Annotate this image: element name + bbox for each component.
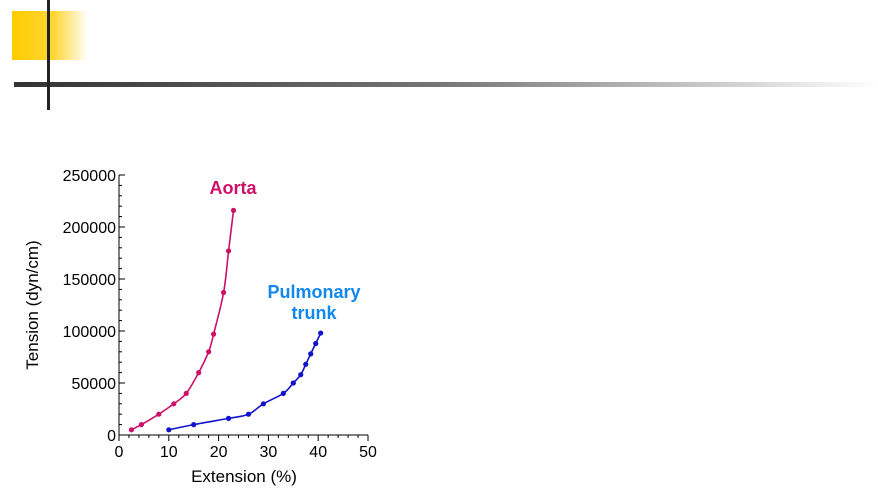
pulmonary-trunk-point [290, 380, 296, 386]
x-axis-title: Extension (%) [191, 467, 297, 486]
chart-series-labels: Aorta Pulmonary trunk [209, 178, 360, 323]
aorta-point [211, 331, 217, 337]
aorta-point [128, 427, 135, 433]
pulmonary-trunk-point [245, 411, 252, 417]
aorta-point [230, 207, 237, 213]
pulmonary-trunk-point [318, 330, 324, 336]
pulmonary-trunk-point [225, 415, 232, 421]
pulmonary-trunk-point [298, 372, 304, 378]
x-tick-label: 50 [359, 444, 377, 461]
x-tick-label: 0 [115, 444, 124, 461]
aorta-point [171, 401, 177, 407]
y-tick-label: 0 [107, 428, 116, 445]
x-tick-label: 20 [210, 444, 228, 461]
aorta-point [156, 411, 162, 417]
y-tick-label: 100000 [63, 324, 116, 341]
pulmonary-trunk-point [308, 351, 314, 357]
aorta-point [138, 422, 145, 428]
pulmonary-trunk-point [303, 361, 309, 367]
x-tick-label: 10 [160, 444, 178, 461]
aorta-point [220, 289, 227, 296]
y-tick-label: 50000 [72, 376, 117, 393]
vertical-crossbar [47, 0, 50, 110]
chart-series [128, 207, 324, 433]
pulmonary-trunk-point [191, 422, 197, 428]
chart-axes [118, 175, 368, 436]
x-tick-label: 40 [309, 444, 327, 461]
pulmonary-trunk-point [260, 401, 267, 407]
pulmonary-trunk-curve [168, 332, 322, 431]
y-axis-title: Tension (dyn/cm) [23, 240, 42, 369]
aorta-point [206, 349, 212, 355]
header-rule [14, 82, 878, 87]
aorta-point [183, 390, 189, 396]
pulmonary-trunk-point [166, 427, 172, 433]
aorta-point [196, 370, 202, 376]
y-tick-label: 150000 [63, 272, 116, 289]
aorta-point [225, 248, 232, 254]
aorta-label: Aorta [209, 178, 257, 198]
y-tick-label: 200000 [63, 220, 116, 237]
pulmonary-trunk-point [313, 340, 319, 347]
y-tick-label: 250000 [63, 168, 116, 185]
pulmonary-trunk-label: Pulmonary trunk [267, 282, 360, 323]
pulmonary-trunk-point [280, 390, 286, 396]
x-tick-label: 30 [260, 444, 278, 461]
chart-ticks: 0 10 20 30 40 50 0 50000 100000 150000 200000 25000… [63, 168, 377, 461]
aorta-curve [131, 210, 235, 431]
